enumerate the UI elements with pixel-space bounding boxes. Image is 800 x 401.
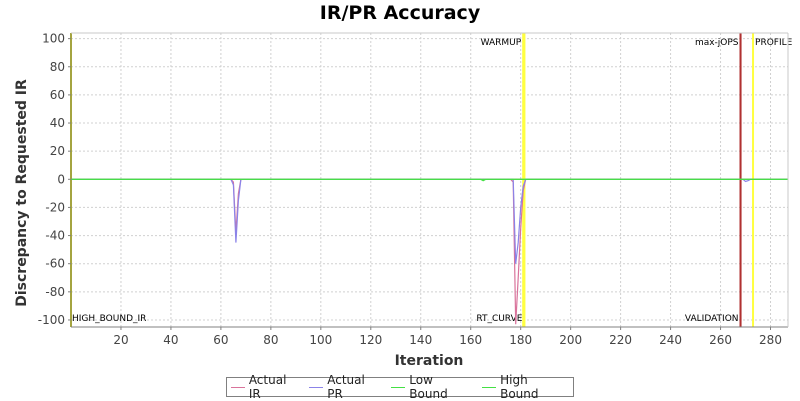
marker-label: max-jOPS [695, 38, 739, 48]
axes: 20 40 60 80 100 120 140 160 180 200 220 240 260 28010… [38, 32, 789, 347]
legend-swatch [309, 386, 324, 388]
x-tick-label: 280 [759, 333, 782, 347]
legend-swatch [391, 386, 406, 388]
legend-label: High Bound [500, 373, 539, 401]
y-tick-label: 40 [50, 116, 65, 130]
series-lines [71, 178, 788, 325]
legend-label: Low Bound [409, 373, 448, 401]
legend-item: High Bound [482, 373, 569, 401]
x-tick-label: 140 [409, 333, 432, 347]
y-tick-label: 80 [50, 60, 65, 74]
legend-label: Actual PR [327, 373, 365, 401]
x-tick-label: 240 [659, 333, 682, 347]
legend-swatch [231, 386, 245, 388]
y-tick-label: -20 [45, 200, 65, 214]
y-tick-label: -60 [45, 257, 65, 271]
x-tick-label: 220 [609, 333, 632, 347]
marker-label: WARMUP [481, 38, 522, 48]
legend-label: Actual IR [248, 373, 287, 401]
y-tick-label: -80 [45, 285, 65, 299]
marker-label: VALIDATION [685, 314, 739, 324]
x-axis-label: Iteration [395, 353, 464, 369]
x-tick-label: 40 [163, 333, 178, 347]
y-tick-label: -40 [45, 229, 65, 243]
y-tick-label: 0 [57, 172, 65, 186]
marker-label: PROFILE [755, 38, 793, 48]
x-tick-label: 200 [559, 333, 582, 347]
legend-item: Actual PR [309, 373, 383, 401]
x-tick-label: 80 [263, 333, 278, 347]
y-tick-label: -100 [38, 313, 65, 327]
y-tick-label: 100 [42, 32, 65, 46]
plot-area [71, 33, 788, 327]
chart-legend: Actual IR Actual PR Low Bound High Bound [226, 373, 574, 401]
marker-label: HIGH_BOUND_IR [72, 314, 146, 324]
x-tick-label: 60 [213, 333, 228, 347]
x-tick-label: 260 [709, 333, 732, 347]
legend-item: Low Bound [391, 373, 474, 401]
legend-item: Actual IR [231, 373, 301, 401]
x-tick-label: 120 [359, 333, 382, 347]
y-axis-label: Discrepancy to Requested IR [14, 79, 30, 307]
y-tick-label: 20 [50, 144, 65, 158]
x-tick-label: 160 [459, 333, 482, 347]
chart-title: IR/PR Accuracy [319, 2, 481, 24]
x-tick-label: 100 [309, 333, 332, 347]
series-line [71, 178, 788, 264]
legend-swatch [482, 386, 497, 388]
y-tick-label: 60 [50, 88, 65, 102]
x-tick-label: 20 [113, 333, 128, 347]
x-tick-label: 180 [509, 333, 532, 347]
marker-label: RT_CURVE [476, 314, 522, 324]
